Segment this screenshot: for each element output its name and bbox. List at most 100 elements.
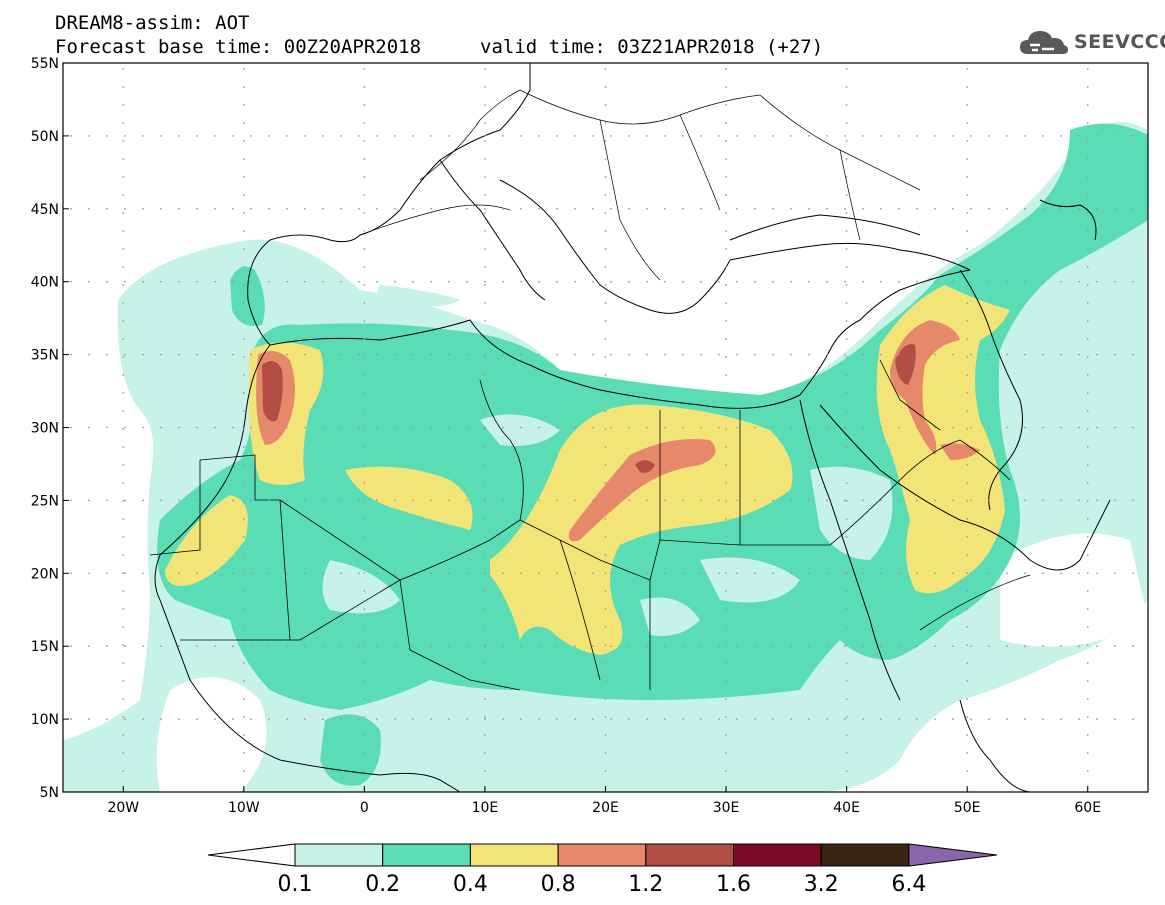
grid-dot <box>808 426 810 429</box>
grid-dot <box>844 353 846 356</box>
grid-dot <box>556 718 558 720</box>
cloud-icon <box>1020 31 1068 54</box>
grid-dot <box>88 718 90 720</box>
grid-dot <box>376 280 378 283</box>
grid-dot <box>604 212 607 214</box>
grid-dot <box>242 752 245 754</box>
grid-dot <box>484 356 486 358</box>
grid-dot <box>826 645 828 648</box>
grid-dot <box>122 770 125 772</box>
lat-axis: 55N 50N 45N 40N 35N 30N 25N 20N 15N 10N 5N <box>31 56 69 801</box>
grid-dot <box>1086 140 1089 142</box>
grid-dot <box>484 645 486 648</box>
grid-dot <box>604 536 607 538</box>
grid-dot <box>736 207 738 210</box>
grid-dot <box>1114 499 1116 502</box>
grid-dot <box>664 645 666 648</box>
grid-dot <box>286 207 288 210</box>
grid-dot <box>242 212 245 214</box>
grid-dot <box>538 645 540 648</box>
grid-dot <box>970 426 972 429</box>
grid-dot <box>358 645 360 648</box>
grid-dot <box>484 280 486 283</box>
grid-dot <box>1042 718 1044 720</box>
grid-dot <box>484 572 486 575</box>
grid-dot <box>196 718 198 720</box>
grid-dot <box>700 426 702 429</box>
grid-dot <box>628 280 630 283</box>
grid-dot <box>160 426 162 429</box>
grid-dot <box>826 135 828 137</box>
grid-dot <box>363 140 366 142</box>
grid-dot <box>286 718 288 720</box>
grid-dot <box>250 280 252 283</box>
grid-dot <box>1078 718 1080 720</box>
aot-field <box>63 63 1148 792</box>
grid-dot <box>845 518 848 520</box>
grid-dot <box>966 86 969 88</box>
grid-dot <box>934 645 936 648</box>
grid-dot <box>340 718 342 720</box>
lon-tick-label: 20E <box>592 800 619 816</box>
grid-dot <box>250 499 252 502</box>
lat-tick-label: 20N <box>31 566 59 582</box>
grid-dot <box>844 499 846 502</box>
grid-dot <box>880 718 882 720</box>
grid-dot <box>268 280 270 283</box>
grid-dot <box>725 158 727 160</box>
grid-dot <box>196 207 198 210</box>
grid-dot <box>610 499 612 502</box>
grid-dot <box>898 718 900 720</box>
grid-dot <box>772 207 774 210</box>
grid-dot <box>122 698 125 700</box>
grid-dot <box>214 280 216 283</box>
grid-dot <box>358 135 360 137</box>
grid-dot <box>484 374 486 376</box>
grid-dot <box>232 499 234 502</box>
grid-dot <box>322 718 324 720</box>
grid-dot <box>988 207 990 210</box>
grid-dot <box>484 464 486 466</box>
grid-dot <box>122 680 125 682</box>
grid-dot <box>106 353 108 356</box>
grid-dot <box>966 626 969 628</box>
grid-dot <box>966 770 969 772</box>
grid-dot <box>808 207 810 210</box>
grid-dot <box>214 135 216 137</box>
grid-dot <box>340 135 342 137</box>
grid-dot <box>772 645 774 648</box>
grid-dot <box>934 718 936 720</box>
grid-dot <box>322 353 324 356</box>
grid-dot <box>448 207 450 210</box>
grid-dot <box>1078 280 1080 283</box>
grid-dot <box>754 718 756 720</box>
grid-dot <box>862 207 864 210</box>
grid-dot <box>250 207 252 210</box>
grid-dot <box>520 426 522 429</box>
grid-dot <box>340 499 342 502</box>
grid-dot <box>916 426 918 429</box>
grid-dot <box>966 158 969 160</box>
grid-dot <box>808 280 810 283</box>
grid-dot <box>845 392 848 394</box>
grid-dot <box>142 572 144 575</box>
grid-dot <box>160 135 162 137</box>
grid-dot <box>484 426 486 429</box>
grid-dot <box>70 207 72 210</box>
grid-dot <box>1086 734 1089 736</box>
grid-dot <box>242 770 245 772</box>
grid-dot <box>664 280 666 283</box>
grid-dot <box>604 518 607 520</box>
grid-dot <box>966 500 969 502</box>
grid-dot <box>610 718 612 720</box>
grid-dot <box>754 426 756 429</box>
grid-dot <box>242 194 245 196</box>
grid-dot <box>363 716 366 718</box>
lon-tick-label: 0 <box>360 800 369 816</box>
grid-dot <box>682 572 684 575</box>
grid-dot <box>604 590 607 592</box>
grid-dot <box>304 572 306 575</box>
grid-dot <box>610 572 612 575</box>
grid-dot <box>358 207 360 210</box>
grid-dot <box>196 499 198 502</box>
